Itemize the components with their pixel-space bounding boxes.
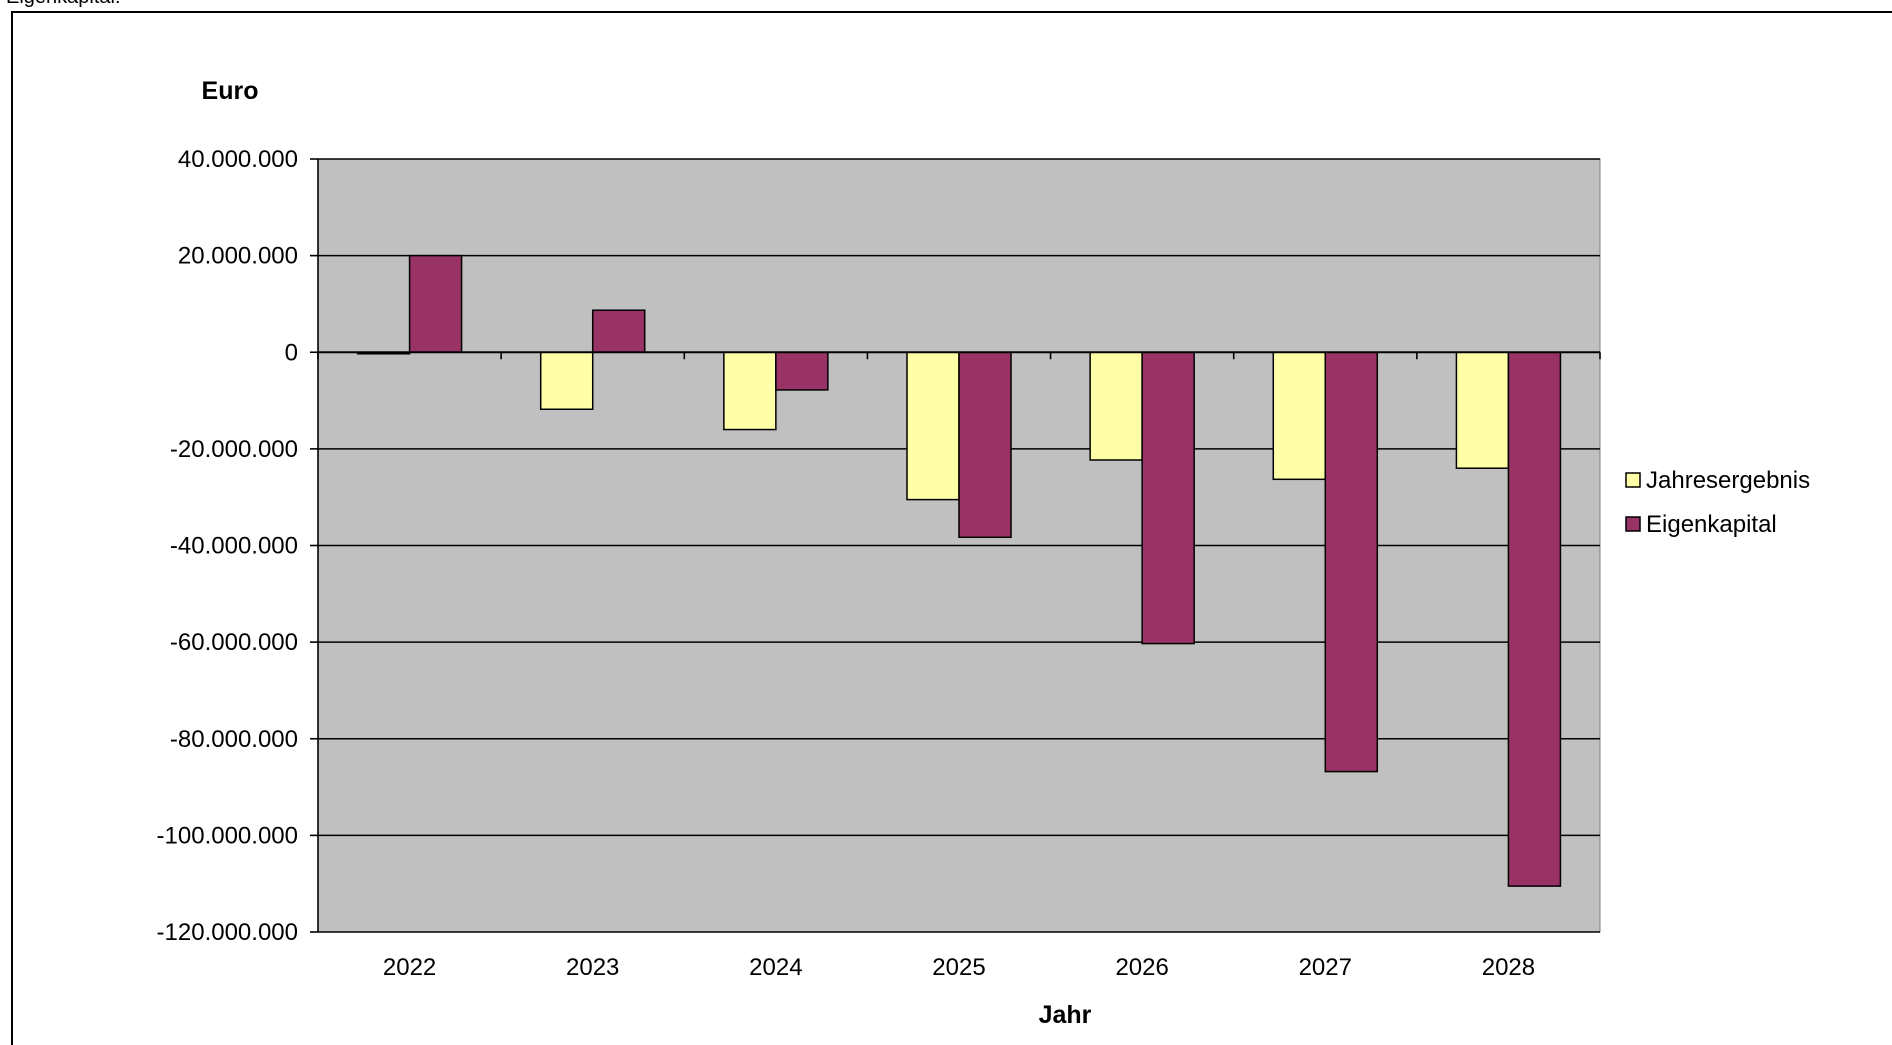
bar-eigenkapital-2022 bbox=[408, 254, 463, 353]
y-tick-label: -120.000.000 bbox=[157, 919, 298, 946]
y-tick-label: -20.000.000 bbox=[170, 436, 298, 463]
y-tick-label: 20.000.000 bbox=[178, 243, 298, 270]
x-tick-label: 2026 bbox=[1115, 954, 1168, 981]
bar-jahresergebnis-2028 bbox=[1455, 351, 1510, 469]
x-tick-label: 2023 bbox=[566, 954, 619, 981]
bar-eigenkapital-2026 bbox=[1141, 351, 1195, 645]
y-tick-label: -100.000.000 bbox=[157, 822, 298, 849]
legend-swatch-eigenkapital bbox=[1625, 516, 1641, 532]
y-tick-label: -40.000.000 bbox=[170, 533, 298, 560]
bar-eigenkapital-2025 bbox=[958, 351, 1012, 539]
bar-chart: Euro Jahr 40.000.000 20.000.000 0 -20.000.0… bbox=[157, 77, 1811, 1029]
bar-jahresergebnis-2025 bbox=[906, 351, 960, 501]
y-axis-title: Euro bbox=[202, 77, 259, 105]
legend-label-jahresergebnis: Jahresergebnis bbox=[1646, 467, 1810, 494]
chart-caption: Eigenkapital: bbox=[6, 0, 121, 9]
bar-jahresergebnis-2027 bbox=[1272, 351, 1327, 481]
bar-eigenkapital-2023 bbox=[591, 309, 646, 354]
bar-eigenkapital-2027 bbox=[1324, 351, 1379, 773]
bar-eigenkapital-2024 bbox=[775, 351, 829, 391]
plot-area: 40.000.000 20.000.000 0 -20.000.000 -40.000.… bbox=[157, 146, 1601, 981]
y-tick-label: 0 bbox=[285, 339, 298, 366]
x-tick-label: 2022 bbox=[383, 954, 436, 981]
bar-jahresergebnis-2026 bbox=[1089, 351, 1143, 461]
legend-swatch-jahresergebnis bbox=[1625, 472, 1641, 488]
bar-jahresergebnis-2024 bbox=[723, 351, 777, 431]
bar-eigenkapital-2028 bbox=[1507, 351, 1562, 887]
chart-frame: Euro Jahr 40.000.000 20.000.000 0 -20.000.0… bbox=[11, 11, 1892, 1045]
x-tick-label: 2025 bbox=[932, 954, 985, 981]
x-tick-label: 2028 bbox=[1482, 954, 1535, 981]
legend-label-eigenkapital: Eigenkapital bbox=[1646, 511, 1777, 538]
x-tick-label: 2027 bbox=[1299, 954, 1352, 981]
x-axis-title: Jahr bbox=[1039, 1001, 1092, 1029]
bar-jahresergebnis-2023 bbox=[539, 351, 594, 411]
y-tick-label: 40.000.000 bbox=[178, 146, 298, 173]
legend: Jahresergebnis Eigenkapital bbox=[1625, 467, 1810, 538]
y-tick-label: -80.000.000 bbox=[170, 726, 298, 753]
y-tick-label: -60.000.000 bbox=[170, 629, 298, 656]
x-tick-label: 2024 bbox=[749, 954, 802, 981]
